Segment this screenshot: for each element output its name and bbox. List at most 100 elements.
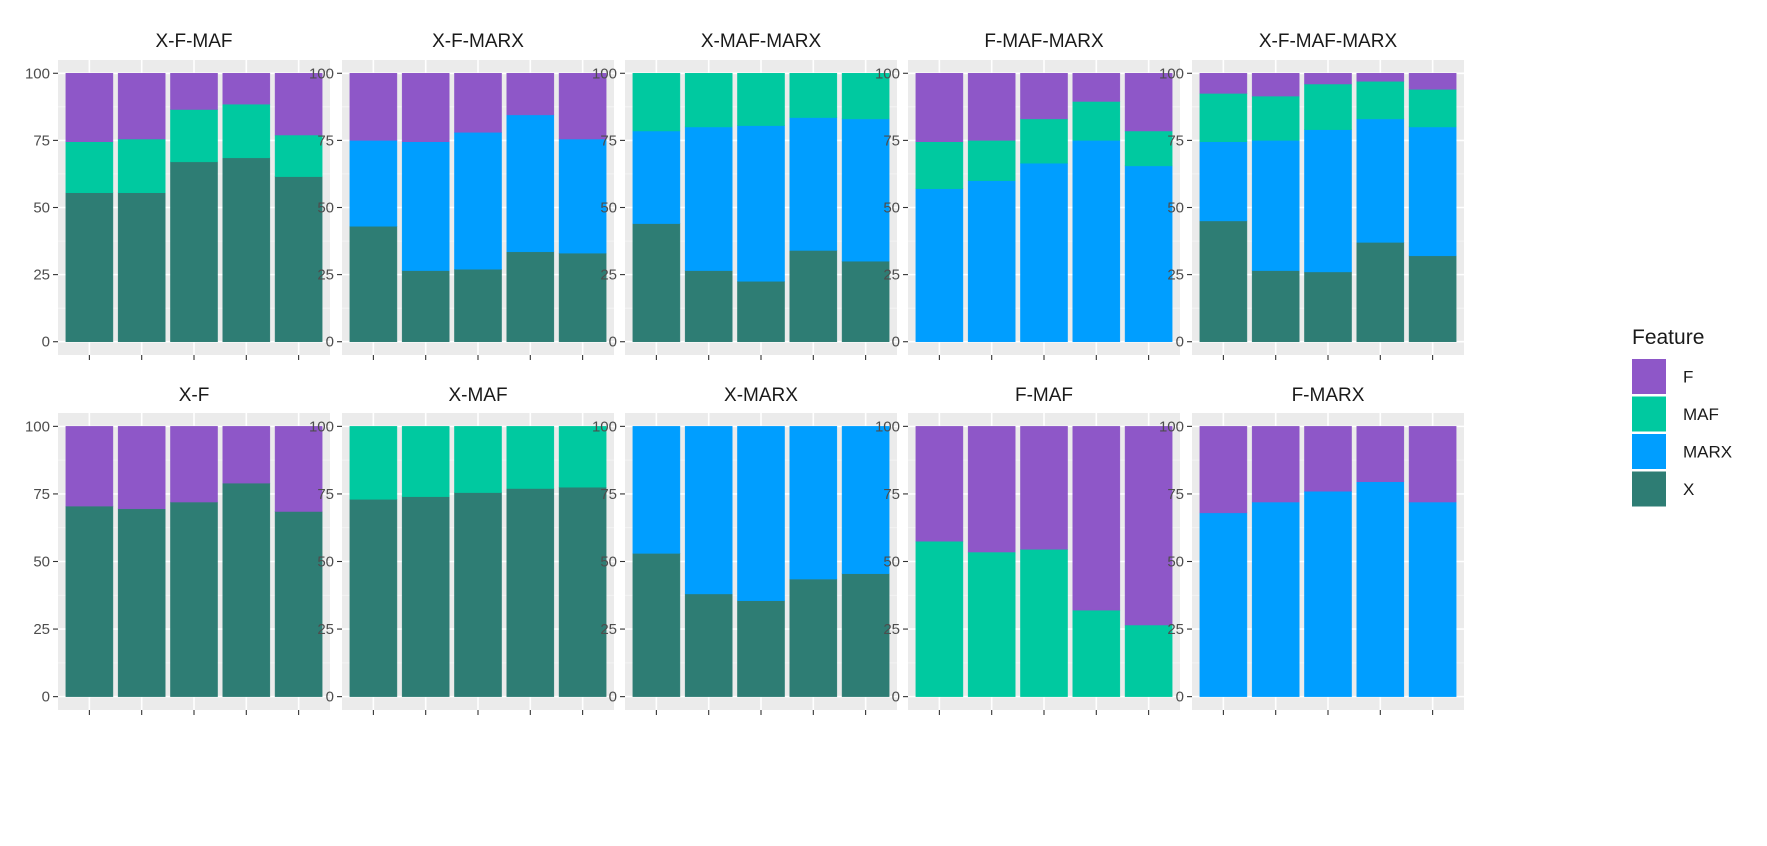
bar-segment-marx-3: [454, 132, 502, 270]
bar-segment-marx-3: [737, 125, 785, 282]
bar-segment-maf-1: [349, 426, 398, 500]
bar-segment-f-2: [117, 426, 166, 510]
y-tick-label: 75: [600, 132, 617, 149]
y-tick-label: 50: [33, 200, 50, 217]
bar-segment-f-5: [1124, 73, 1173, 132]
bar-segment-f-1: [65, 426, 114, 507]
bar-segment-f-4: [1072, 73, 1121, 102]
y-tick-label: 75: [1167, 132, 1184, 149]
legend-title: Feature: [1632, 326, 1704, 349]
y-tick-label: 100: [1159, 65, 1184, 82]
y-tick-label: 25: [33, 267, 50, 284]
bar-segment-x-2: [1251, 270, 1300, 342]
y-tick-label: 100: [875, 418, 900, 435]
bar-segment-f-2: [967, 73, 1016, 141]
bar-segment-x-2: [401, 496, 450, 697]
bar-segment-marx-5: [841, 426, 890, 574]
panel-x-f-marx: 0 25 50 75 100 X-F-MARX: [309, 31, 614, 360]
y-tick-label: 100: [25, 65, 50, 82]
bar-segment-marx-4: [1356, 481, 1405, 697]
y-tick-label: 0: [892, 334, 900, 351]
bar-segment-marx-4: [789, 117, 838, 251]
bar-segment-x-3: [454, 268, 502, 342]
y-tick-label: 100: [309, 418, 334, 435]
bar-segment-f-2: [1251, 426, 1300, 503]
panel-title: X-F-MARX: [432, 31, 524, 52]
bar-segment-f-1: [65, 73, 114, 142]
panel-x-f: 0 25 50 75 100 X-F: [25, 385, 330, 715]
y-tick-label: 75: [317, 132, 334, 149]
bar-segment-f-2: [401, 73, 450, 142]
bar-segment-marx-1: [632, 426, 681, 554]
bar-segment-f-4: [1356, 426, 1405, 483]
bar-segment-f-5: [1124, 426, 1173, 626]
bar-segment-marx-3: [1304, 490, 1352, 697]
bar-segment-f-1: [915, 426, 964, 542]
legend-key-x: [1632, 471, 1666, 507]
bar-segment-f-2: [117, 73, 166, 140]
bar-segment-f-4: [1356, 73, 1405, 82]
y-tick-label: 100: [875, 65, 900, 82]
y-tick-label: 0: [42, 334, 50, 351]
y-tick-label: 75: [33, 486, 50, 503]
y-tick-label: 50: [883, 200, 900, 217]
y-tick-label: 75: [33, 132, 50, 149]
bar-segment-x-4: [222, 482, 271, 697]
bar-segment-f-2: [1251, 73, 1300, 97]
legend-key-f: [1632, 359, 1666, 394]
bar-segment-f-5: [558, 73, 607, 140]
y-tick-label: 50: [1167, 554, 1184, 571]
y-tick-label: 25: [1167, 621, 1184, 638]
y-tick-label: 50: [600, 200, 617, 217]
y-tick-label: 25: [600, 621, 617, 638]
bar-segment-maf-2: [967, 140, 1016, 181]
y-tick-label: 50: [317, 200, 334, 217]
y-tick-label: 0: [609, 334, 617, 351]
y-tick-label: 100: [592, 418, 617, 435]
bar-segment-marx-4: [506, 114, 555, 253]
panel-title: X-F-MAF: [155, 31, 232, 52]
bar-segment-maf-1: [1199, 93, 1248, 142]
panel-f-maf-marx: 0 25 50 75 100 F-MAF-MARX: [875, 31, 1180, 360]
panel-x-marx: 0 25 50 75 100 X-MARX: [592, 385, 897, 715]
bar-segment-marx-3: [737, 426, 785, 601]
bar-segment-maf-1: [915, 540, 964, 697]
bar-segment-x-3: [170, 501, 218, 697]
bar-segment-f-3: [170, 426, 218, 503]
bar-segment-f-5: [1408, 426, 1457, 503]
bar-segment-x-4: [789, 578, 838, 697]
bar-segment-x-4: [506, 251, 555, 342]
bar-segment-x-4: [222, 157, 271, 342]
bar-segment-x-1: [1199, 220, 1248, 342]
bar-segment-marx-1: [632, 130, 681, 224]
bar-segment-maf-3: [737, 73, 785, 126]
bar-segment-maf-4: [1072, 101, 1121, 141]
legend-label-f: F: [1683, 368, 1693, 387]
bar-segment-x-5: [274, 176, 323, 342]
bar-segment-maf-2: [117, 138, 166, 193]
bar-segment-marx-2: [1251, 501, 1300, 697]
panel-x-maf-marx: 0 25 50 75 100 X-MAF-MARX: [592, 31, 897, 360]
panel-f-maf: 0 25 50 75 100 F-MAF: [875, 385, 1180, 715]
y-tick-label: 75: [883, 486, 900, 503]
y-tick-label: 75: [317, 486, 334, 503]
bar-segment-x-3: [737, 600, 785, 697]
y-tick-label: 25: [883, 267, 900, 284]
bar-segment-x-3: [170, 161, 218, 342]
bar-segment-x-5: [841, 573, 890, 697]
legend-label-x: X: [1683, 480, 1694, 499]
bar-segment-marx-1: [349, 140, 398, 227]
bar-segment-f-5: [274, 426, 323, 512]
bar-segment-x-4: [506, 488, 555, 697]
y-tick-label: 50: [33, 554, 50, 571]
legend: Feature F MAF MARX X: [1632, 326, 1732, 507]
legend-key-marx: [1632, 434, 1666, 469]
y-tick-label: 0: [326, 334, 334, 351]
y-tick-label: 50: [883, 554, 900, 571]
bar-segment-f-3: [1020, 73, 1068, 120]
bar-segment-x-4: [789, 250, 838, 342]
y-tick-label: 0: [42, 689, 50, 706]
bar-segment-x-3: [454, 492, 502, 697]
bar-segment-maf-4: [789, 73, 838, 118]
